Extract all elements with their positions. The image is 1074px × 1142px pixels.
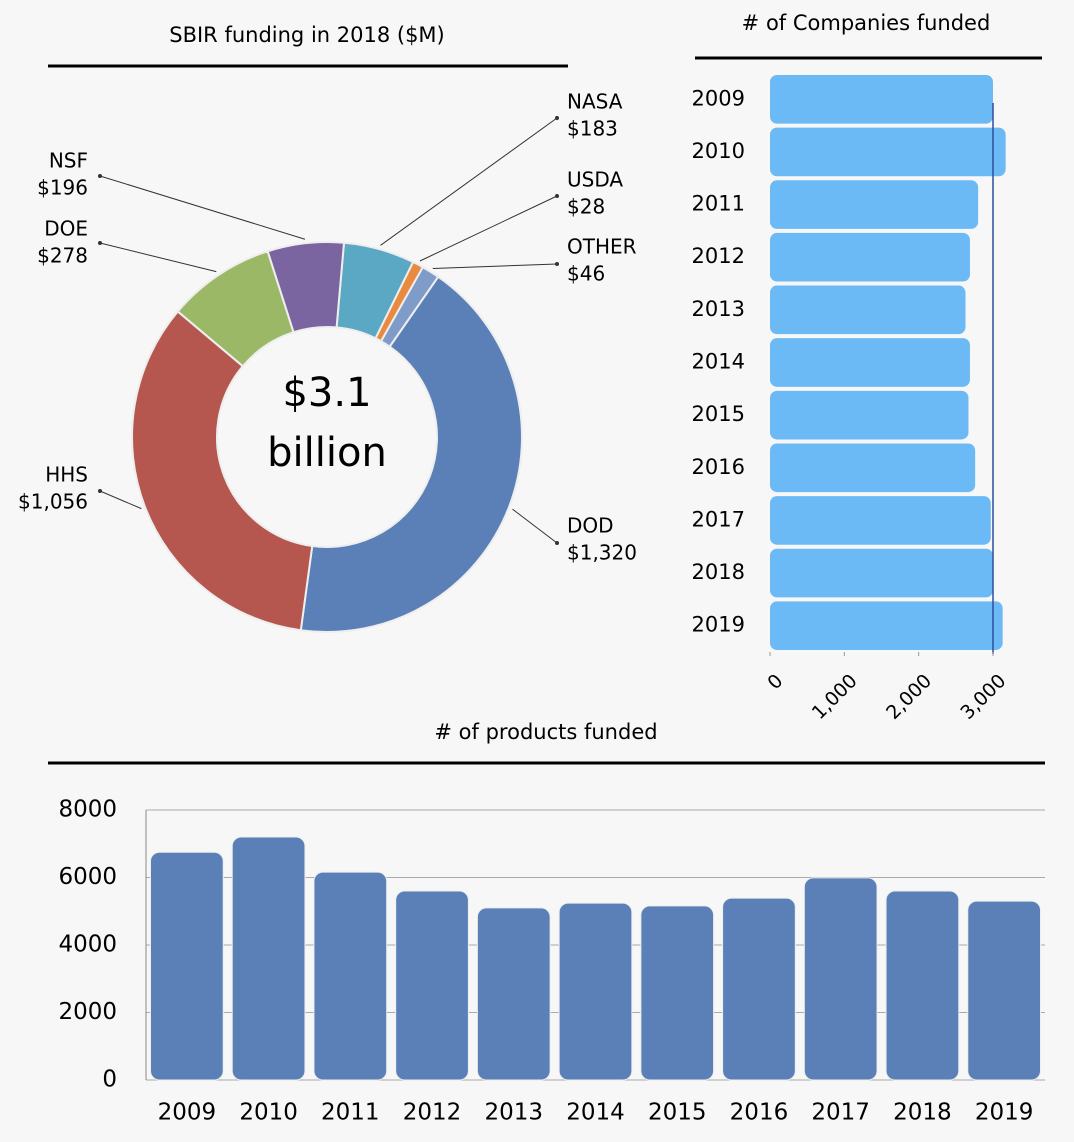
slice-label: DOE — [44, 217, 88, 241]
bar — [722, 897, 796, 1081]
y-tick-label: 2019 — [692, 613, 745, 637]
chart-title: # of Companies funded — [742, 11, 991, 35]
slice-value-label: $278 — [37, 244, 88, 268]
center-label: $3.1 — [282, 370, 371, 416]
bar — [803, 877, 878, 1081]
y-tick-label: 6000 — [58, 864, 117, 890]
leader-line — [99, 175, 306, 240]
y-tick-label: 2000 — [58, 999, 117, 1025]
bar — [395, 890, 469, 1081]
chart-title: # of products funded — [434, 720, 657, 744]
x-tick-label: 2011 — [321, 1100, 380, 1126]
bar — [640, 905, 715, 1081]
x-tick-label: 2016 — [730, 1100, 789, 1126]
y-tick-label: 0 — [102, 1067, 117, 1093]
x-tick-label: 2009 — [158, 1100, 217, 1126]
y-tick-label: 2013 — [692, 297, 745, 321]
bar — [967, 900, 1042, 1081]
y-tick-label: 8000 — [58, 797, 117, 823]
slice-label: NASA — [567, 90, 623, 114]
leader-line — [419, 195, 558, 262]
leader-line — [432, 263, 558, 269]
x-tick-label: 2013 — [484, 1100, 543, 1126]
leader-line — [99, 242, 217, 273]
bar — [770, 180, 979, 229]
y-tick-label: 2015 — [692, 402, 745, 426]
bar — [231, 836, 306, 1081]
y-tick-label: 2014 — [692, 350, 745, 374]
bar — [770, 548, 993, 598]
slice-value-label: $196 — [37, 176, 88, 200]
donut-slice — [266, 241, 346, 334]
bar — [770, 232, 970, 282]
bar — [770, 285, 966, 335]
x-tick-label: 2017 — [811, 1100, 870, 1126]
bar — [770, 338, 970, 387]
bar — [313, 871, 388, 1081]
leader-dot — [555, 541, 559, 545]
x-tick-label: 2019 — [975, 1100, 1034, 1126]
x-tick-label: 2012 — [403, 1100, 462, 1126]
y-tick-label: 2011 — [692, 192, 745, 216]
leader-line — [512, 508, 558, 544]
bar — [770, 443, 976, 493]
leader-dot — [555, 262, 559, 266]
leader-dot — [98, 489, 102, 493]
center-label: billion — [267, 430, 387, 476]
slice-label: OTHER — [567, 235, 637, 259]
bar — [770, 75, 993, 124]
slice-label: HHS — [45, 463, 88, 487]
bar — [558, 902, 633, 1081]
slice-label: USDA — [567, 168, 623, 192]
leader-dot — [555, 116, 559, 120]
bar — [885, 890, 960, 1081]
y-tick-label: 2017 — [692, 507, 745, 531]
y-tick-label: 4000 — [58, 932, 117, 958]
chart-title: SBIR funding in 2018 ($M) — [169, 23, 445, 47]
x-tick-label: 2010 — [239, 1100, 298, 1126]
leader-dot — [98, 241, 102, 245]
bar — [770, 496, 991, 545]
x-tick-label: 2014 — [566, 1100, 625, 1126]
y-tick-label: 2012 — [692, 244, 745, 268]
slice-value-label: $1,320 — [567, 541, 637, 565]
x-tick-label: 2015 — [648, 1100, 707, 1126]
donut-slice — [299, 275, 523, 633]
bar — [770, 390, 969, 440]
slice-value-label: $46 — [567, 262, 605, 286]
bar — [770, 127, 1006, 177]
slice-label: NSF — [49, 149, 88, 173]
donut-slice — [131, 310, 314, 632]
slice-value-label: $183 — [567, 117, 618, 141]
leader-dot — [98, 174, 102, 178]
bar — [476, 907, 551, 1081]
y-tick-label: 2010 — [692, 139, 745, 163]
y-tick-label: 2009 — [692, 86, 745, 110]
x-tick-label: 2018 — [893, 1100, 952, 1126]
y-tick-label: 2018 — [692, 560, 745, 584]
slice-value-label: $1,056 — [18, 490, 88, 514]
slice-label: DOD — [567, 514, 614, 538]
y-tick-label: 2016 — [692, 455, 745, 479]
leader-dot — [555, 194, 559, 198]
slice-value-label: $28 — [567, 195, 605, 219]
bar — [770, 601, 1003, 650]
leader-line — [99, 490, 142, 510]
leader-line — [380, 117, 558, 246]
bar — [149, 851, 224, 1081]
